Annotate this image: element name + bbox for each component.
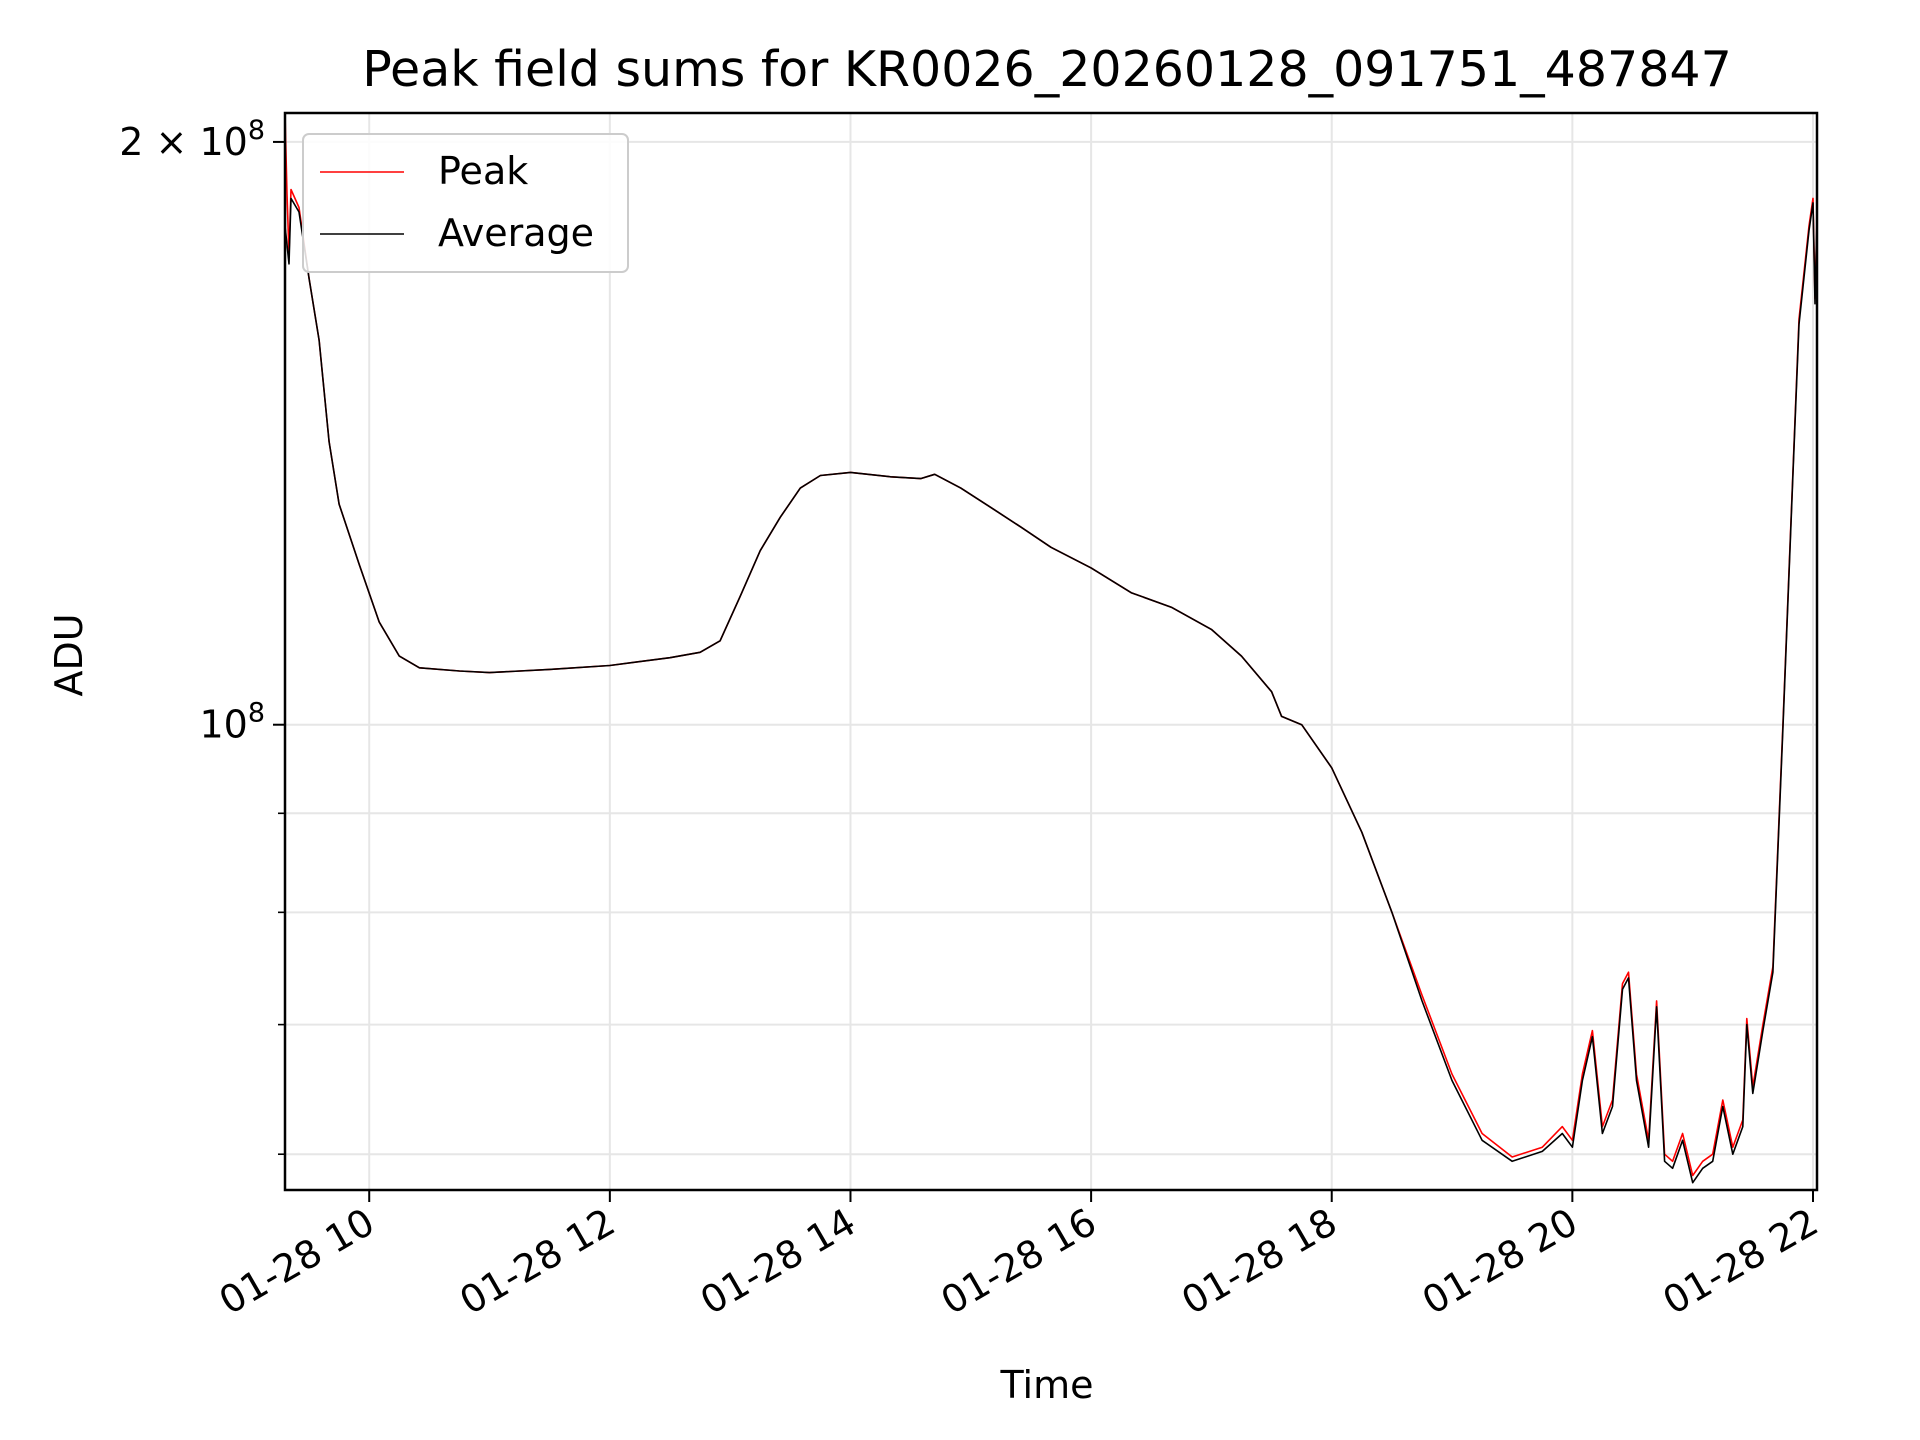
y-axis: 108 2 × 108: [119, 115, 285, 1156]
x-axis-label: Time: [1000, 1363, 1094, 1407]
series-line-average: [285, 197, 1817, 1184]
y-tick-label: 108: [199, 698, 265, 747]
y-tick-label: 2 × 108: [119, 115, 265, 164]
y-axis-label: ADU: [47, 613, 91, 696]
legend-label-peak: Peak: [438, 149, 528, 193]
legend-label-average: Average: [438, 211, 594, 255]
legend-box: [302, 133, 629, 273]
chart-title: Peak field sums for KR0026_20260128_0917…: [362, 41, 1732, 98]
series-layer: [285, 113, 1817, 1184]
plot-frame: [283, 111, 1819, 1192]
legend: Peak Average: [302, 133, 629, 273]
